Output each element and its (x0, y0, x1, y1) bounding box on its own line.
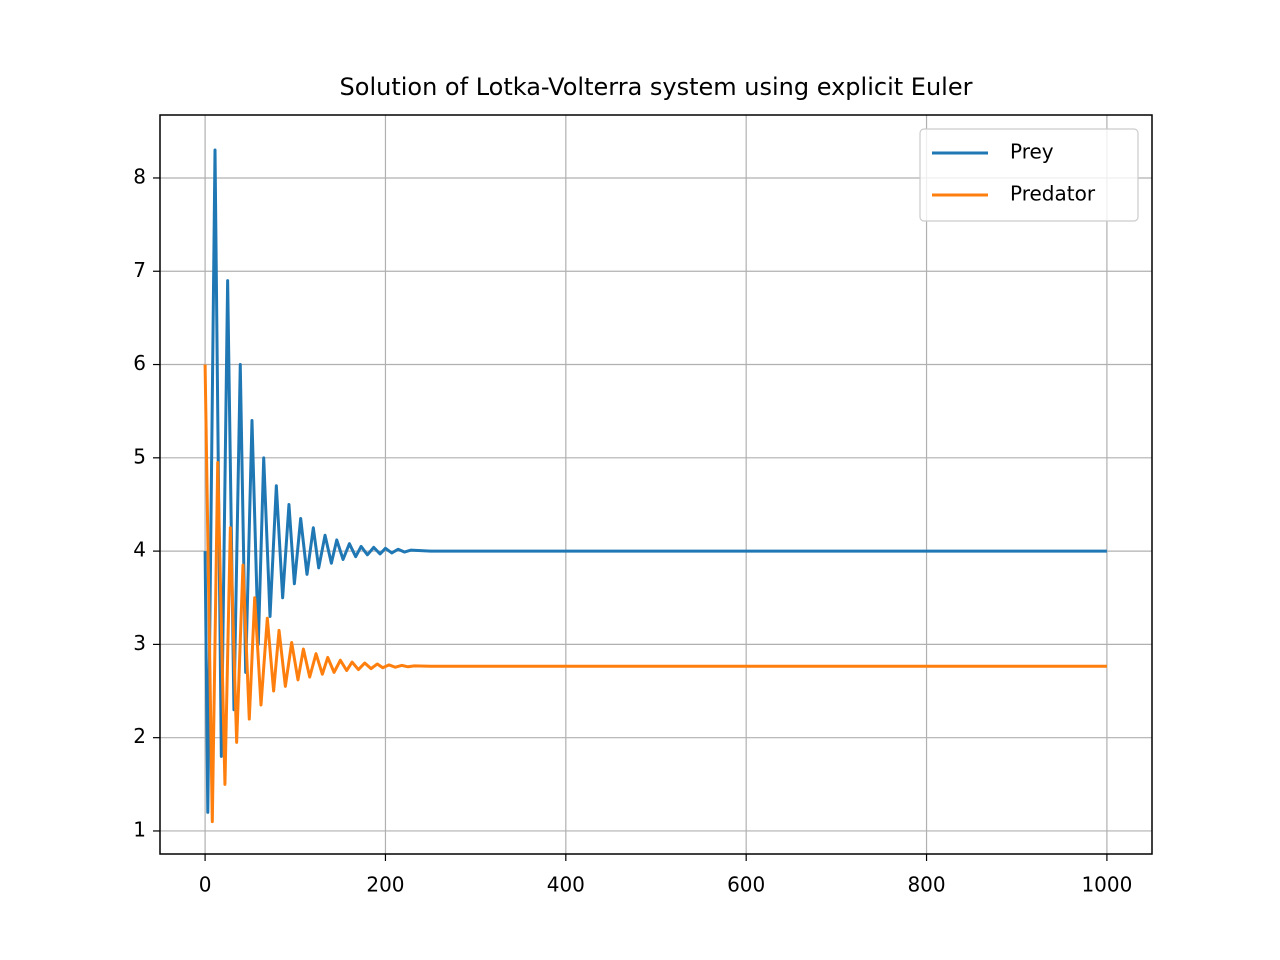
y-tick-label: 3 (133, 631, 146, 655)
plot-frame (159, 114, 1153, 855)
y-tick-label: 8 (133, 164, 146, 188)
y-tick-label: 5 (133, 444, 146, 468)
series-line (203, 148, 1107, 814)
legend-label: Prey (1010, 140, 1054, 164)
y-tick-label: 6 (133, 351, 146, 375)
x-tick-label: 200 (366, 873, 404, 897)
y-tick-label: 7 (133, 258, 146, 282)
x-tick-label: 400 (547, 873, 585, 897)
y-tick-label: 4 (133, 538, 146, 562)
legend-label: Predator (1010, 182, 1096, 206)
x-tick-label: 800 (907, 873, 945, 897)
x-tick-label: 0 (199, 873, 212, 897)
y-tick-label: 1 (133, 817, 146, 841)
series-line (203, 364, 1107, 824)
x-tick-label: 1000 (1081, 873, 1132, 897)
y-tick-label: 2 (133, 724, 146, 748)
x-tick-label: 600 (727, 873, 765, 897)
chart-title: Solution of Lotka-Volterra system using … (340, 73, 973, 101)
